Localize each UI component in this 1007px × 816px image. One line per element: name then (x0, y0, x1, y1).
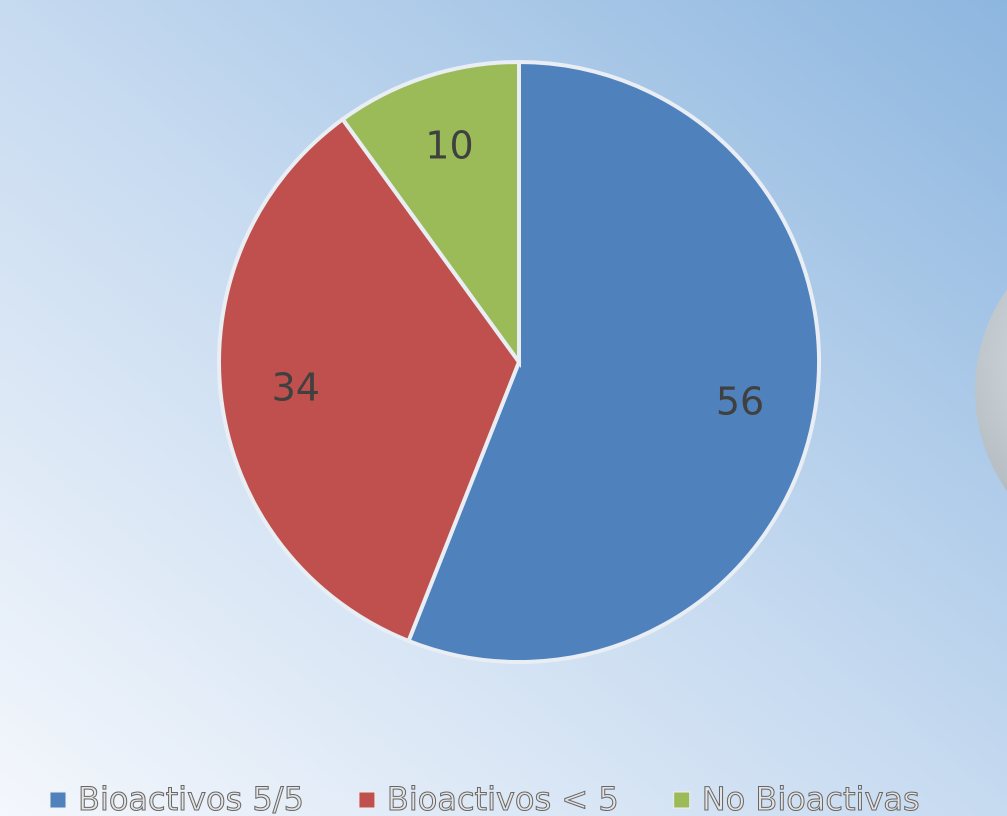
chart: 56 34 10 Bioactivos 5/5 Bioactivos < 5 No Bi… (0, 0, 1007, 816)
legend: Bioactivos 5/5 Bioactivos < 5 No Bioactiva… (50, 780, 920, 816)
legend-swatch (359, 792, 375, 808)
legend-label: No Bioactivas (702, 780, 920, 816)
data-label: 56 (716, 380, 764, 424)
legend-swatch (674, 792, 690, 808)
data-label: 10 (425, 124, 473, 168)
data-label: 34 (272, 366, 320, 410)
pie: 56 34 10 (219, 62, 819, 662)
legend-label: Bioactivos 5/5 (78, 780, 304, 816)
legend-label: Bioactivos < 5 (387, 780, 619, 816)
legend-swatch (50, 792, 66, 808)
